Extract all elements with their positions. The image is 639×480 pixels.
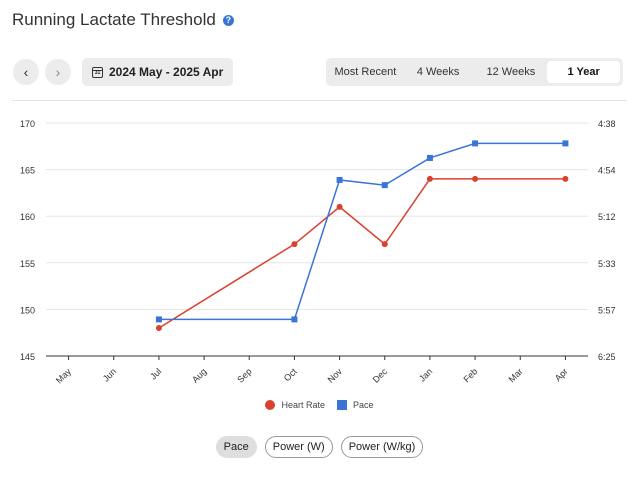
x-tick-label: Jan xyxy=(417,366,434,383)
pace-marker-icon xyxy=(337,400,347,410)
y-left-tick-label: 150 xyxy=(20,305,35,315)
heart-rate-point xyxy=(562,175,569,182)
page-title: Running Lactate Threshold xyxy=(12,10,216,29)
heart-rate-point xyxy=(155,325,162,332)
legend-heart-rate[interactable]: Heart Rate xyxy=(265,400,325,410)
chart-legend: Heart Rate Pace xyxy=(0,400,639,410)
power-per-kg-toggle-button[interactable]: Power (W/kg) xyxy=(340,436,424,458)
lactate-threshold-chart: 170 4:38 165 4:54 160 5:12 155 5:33 150 5:57 145 6:… xyxy=(20,119,616,385)
heart-rate-point xyxy=(426,175,433,182)
previous-period-button[interactable]: ‹ xyxy=(13,59,39,85)
date-range-picker[interactable]: 31 2024 May - 2025 Apr xyxy=(82,58,234,86)
heart-rate-point xyxy=(336,203,343,210)
tab-12-weeks[interactable]: 12 Weeks xyxy=(486,66,536,78)
y-right-tick-label: 4:54 xyxy=(598,166,616,176)
x-tick-label: Apr xyxy=(553,366,570,383)
x-tick-label: Mar xyxy=(507,366,525,384)
heart-rate-point xyxy=(472,175,479,182)
tab-4-weeks[interactable]: 4 Weeks xyxy=(416,66,460,78)
heart-rate-series-line xyxy=(158,178,566,329)
pace-point xyxy=(426,154,433,161)
heart-rate-marker-icon xyxy=(265,400,276,410)
y-left-tick-label: 170 xyxy=(20,119,35,129)
y-right-tick-label: 4:38 xyxy=(598,119,616,129)
metric-toggle: Pace Power (W) Power (W/kg) xyxy=(0,436,639,458)
x-tick-label: May xyxy=(54,366,73,385)
date-range-label: 2024 May - 2025 Apr xyxy=(109,65,224,79)
next-period-button[interactable]: › xyxy=(45,59,71,85)
pace-point xyxy=(291,316,298,323)
power-watts-toggle-button[interactable]: Power (W) xyxy=(264,436,333,458)
chevron-left-icon: ‹ xyxy=(23,64,29,80)
legend-pace-label: Pace xyxy=(353,400,374,410)
header: Running Lactate Threshold ? xyxy=(12,10,234,30)
y-right-tick-label: 5:33 xyxy=(598,259,616,269)
pace-point xyxy=(336,176,343,183)
pace-point xyxy=(381,182,388,189)
pace-point xyxy=(472,140,479,147)
y-right-tick-label: 6:25 xyxy=(598,352,616,362)
x-tick-label: Sep xyxy=(235,366,253,384)
y-right-tick-label: 5:57 xyxy=(598,305,616,315)
x-tick-label: Nov xyxy=(326,366,345,385)
pace-point xyxy=(562,140,569,147)
x-tick-label: Feb xyxy=(461,366,479,384)
info-icon[interactable]: ? xyxy=(222,14,234,26)
legend-pace[interactable]: Pace xyxy=(337,400,374,410)
x-tick-label: Dec xyxy=(371,366,390,385)
heart-rate-point xyxy=(381,241,388,248)
x-tick-label: Jun xyxy=(101,366,118,383)
x-tick-label: Oct xyxy=(282,366,299,383)
calendar-icon: 31 xyxy=(92,66,103,78)
y-right-tick-label: 5:12 xyxy=(598,212,616,222)
tab-most-recent[interactable]: Most Recent xyxy=(334,66,397,78)
legend-heart-rate-label: Heart Rate xyxy=(281,400,325,410)
tab-1-year[interactable]: 1 Year xyxy=(547,61,620,83)
x-tick-label: Aug xyxy=(190,366,208,384)
x-tick-label: Jul xyxy=(148,366,163,381)
heart-rate-point xyxy=(291,241,298,248)
header-divider xyxy=(12,100,627,101)
period-tabs: Most Recent 4 Weeks 12 Weeks 1 Year xyxy=(326,58,623,86)
pace-point xyxy=(155,316,162,323)
y-left-tick-label: 160 xyxy=(20,212,35,222)
chevron-right-icon: › xyxy=(55,64,61,80)
y-left-tick-label: 145 xyxy=(20,352,35,362)
y-left-tick-label: 165 xyxy=(20,166,35,176)
pace-toggle-button[interactable]: Pace xyxy=(215,436,257,458)
y-left-tick-label: 155 xyxy=(20,259,35,269)
